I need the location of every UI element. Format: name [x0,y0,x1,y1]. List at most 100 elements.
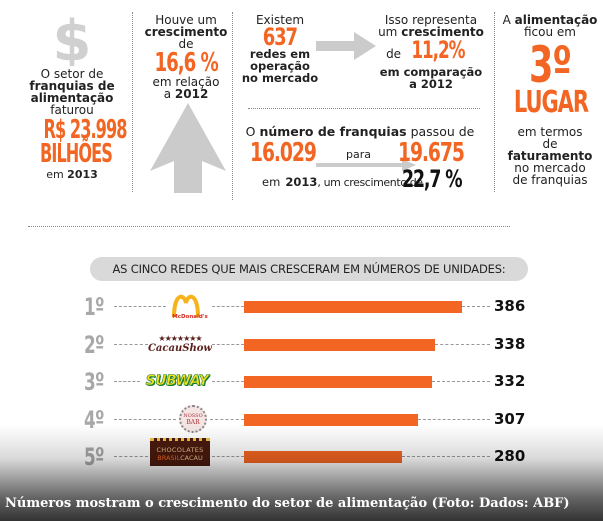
revenue-text-1: O setor de [40,67,104,81]
franchise-intro-suffix: passou de [410,124,475,139]
ranking-text-1a: A [502,13,511,27]
networks-value: 637 [262,23,298,51]
bar-value: 332 [494,372,526,390]
networks-growth-text-2a: um [378,25,398,39]
franchise-footer-mid: , um crescimento de [317,176,423,189]
bar-mcdonalds [244,301,462,313]
franchise-to-value: 19.675 [398,138,465,168]
growth-text-3: de [178,37,194,51]
ranking-text-5: faturamento [507,149,593,163]
franchise-growth-value: 22,7 % [402,165,463,193]
right-arrow-icon [316,32,376,60]
bar-value: 280 [494,447,526,465]
networks-growth-text-2b: crescimento [401,25,484,39]
leader-line [212,456,244,457]
networks-text-4: no mercado [241,71,319,85]
leader-line [212,344,244,345]
networks-text-1: Existem [255,13,305,27]
subway-text: SUBWAY [145,373,209,390]
chart-row: 5º CHOCOLATES BRASILCACAU 280 [0,438,603,471]
networks-text-3: operação [250,59,310,73]
nossobar-logo: NOSSO BAR [178,404,208,434]
networks-growth-text-3: de [386,47,402,61]
cacaushow-text: CacauShow [147,342,213,354]
growth-text-5: a [163,87,172,101]
bar-value: 307 [494,410,526,428]
networks-growth-value: 11,2% [411,36,466,64]
franchise-intro-prefix: O [245,124,256,139]
leader-line [418,419,490,420]
stars-icon: ★★★★★★★ [158,333,202,343]
franchise-footer-prefix: em [262,175,281,189]
brasilcacau-text-2b: CACAU [180,453,203,462]
mcdonalds-arches-icon: McDonald's [172,294,208,320]
revenue-unit: BILHÕES [40,139,113,169]
rank-label: 3º [84,368,104,396]
leader-line [462,306,490,307]
chart-title: AS CINCO REDES QUE MAIS CRESCERAM EM NÚM… [90,257,528,281]
cacaushow-logo: ★★★★★★★ CacauShow [148,329,212,359]
chart-row: 3º SUBWAY 332 [0,366,603,396]
chart-row: 1º McDonald's 386 [0,291,603,321]
networks-growth-text-1: Isso representa [384,13,478,27]
ranking-word: LUGAR [513,85,589,120]
franchise-connector: para [346,148,371,161]
right-arrow-thin-icon [316,159,416,171]
bar-cacaushow [244,339,435,351]
subway-logo: SUBWAY [142,366,212,396]
bar-subway [244,376,432,388]
brasilcacau-text-1: CHOCOLATES [156,445,204,454]
ranking-text-2: ficou em [524,25,576,39]
franchise-footer-year: 2013 [285,175,318,189]
ranking-text-4: de [542,137,558,151]
nossobar-text-2: BAR [186,418,200,426]
leader-line [114,381,140,382]
nossobar-text-1: NOSSO [183,412,203,419]
rank-label: 1º [84,293,104,321]
networks-block: Existem 637 redes em operação no mercado [240,14,320,84]
franchise-intro-bold: número de franquias [259,124,407,139]
leader-line [210,419,244,420]
chart-row: 2º ★★★★★★★ CacauShow 338 [0,329,603,359]
rank-label: 4º [84,406,104,434]
section-divider [28,226,510,227]
networks-text-2: redes em [249,47,311,61]
leader-line [432,381,490,382]
franchise-from-value: 16.029 [250,138,317,168]
divider-1 [132,12,133,192]
networks-growth-block: Isso representa um crescimento de 11,2% … [376,14,486,90]
revenue-text-4: faturou [50,103,94,117]
svg-text:McDonald's: McDonald's [172,314,208,320]
chart-row: 4º NOSSO BAR 307 [0,404,603,434]
revenue-block: $ O setor de franquias de alimentação fa… [18,10,127,181]
leader-line [212,306,244,307]
leader-line [114,419,176,420]
mcdonalds-logo: McDonald's [168,291,212,321]
bar-value: 386 [494,297,526,315]
dollar-sign-icon: $ [53,10,92,66]
ranking-text-1b: alimentação [514,13,598,27]
image-caption: Números mostram o crescimento do setor d… [5,496,570,511]
revenue-year: 2013 [67,168,98,181]
ranking-position: 3º [529,36,572,94]
growth-text-1: Houve um [155,13,217,27]
revenue-text-3: alimentação [30,91,114,105]
leader-line [114,306,166,307]
bar-nossobar [244,414,418,426]
rank-label: 2º [84,331,104,359]
ranking-text-6: no mercado [514,161,586,175]
growth-block: Houve um crescimento de 16,6 % em relaçã… [140,14,232,100]
leader-line [114,456,148,457]
growth-value: 16,6 % [154,48,218,78]
up-arrow-icon [150,103,226,193]
divider-3 [248,108,480,109]
leader-line [114,344,148,345]
networks-growth-text-4: em comparação [379,65,483,79]
rank-label: 5º [84,443,104,471]
brasilcacau-logo: CHOCOLATES BRASILCACAU [149,437,211,467]
revenue-year-prefix: em [46,168,64,181]
franchise-count-block: O número de franquias passou de [240,124,480,139]
divider-2 [232,12,233,200]
growth-text-2: crescimento [144,25,228,39]
bottle-cap-icon: NOSSO BAR [179,405,207,433]
